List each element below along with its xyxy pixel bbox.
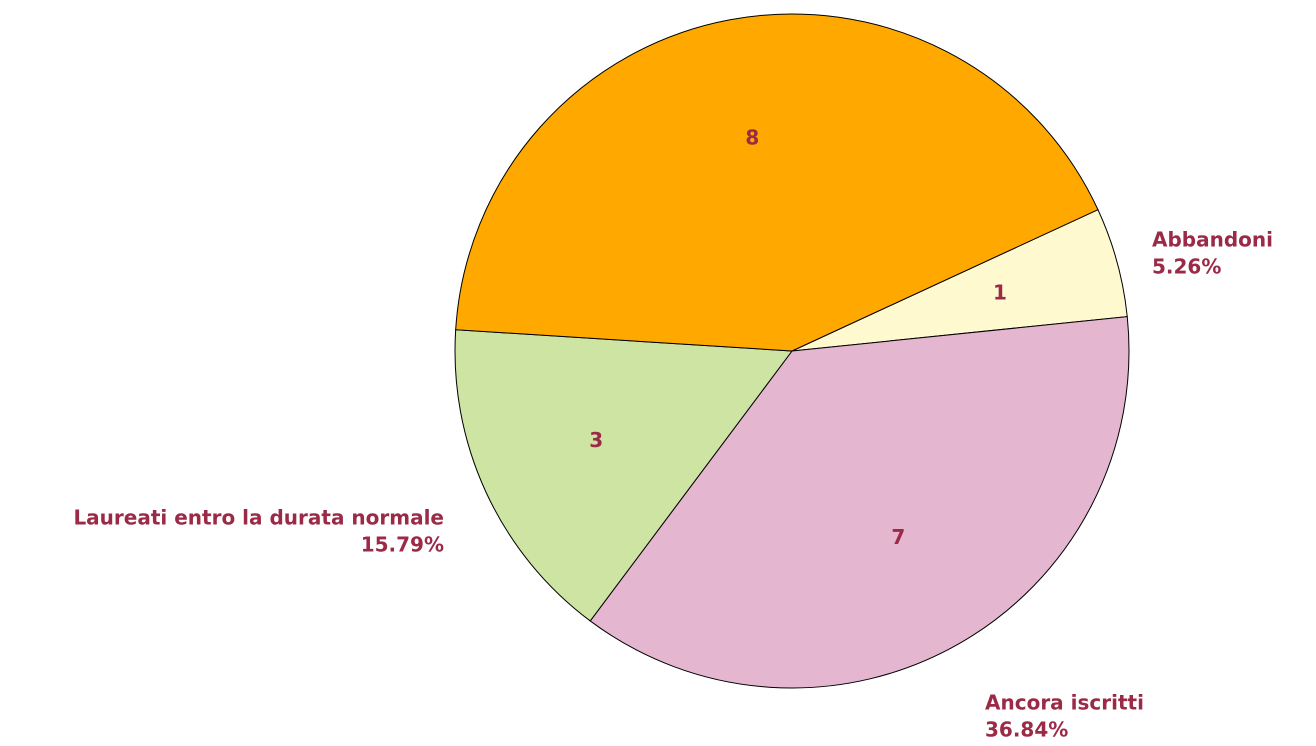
slice-value-label: 3 bbox=[589, 428, 603, 452]
slice-value-label: 7 bbox=[891, 525, 905, 549]
percent-label: 15.79% bbox=[361, 533, 444, 557]
pie-slice bbox=[589, 316, 1130, 689]
category-label: Laureati entro la durata normale bbox=[73, 506, 444, 530]
percent-label: 5.26% bbox=[1152, 255, 1221, 279]
category-label: Abbandoni bbox=[1152, 228, 1273, 252]
category-label: Ancora iscritti bbox=[985, 691, 1144, 715]
slice-value-label: 8 bbox=[745, 125, 759, 149]
pie-slice bbox=[455, 13, 1099, 352]
pie-slice bbox=[454, 329, 793, 622]
percent-label: 36.84% bbox=[985, 718, 1068, 742]
slice-value-label: 1 bbox=[993, 280, 1007, 304]
